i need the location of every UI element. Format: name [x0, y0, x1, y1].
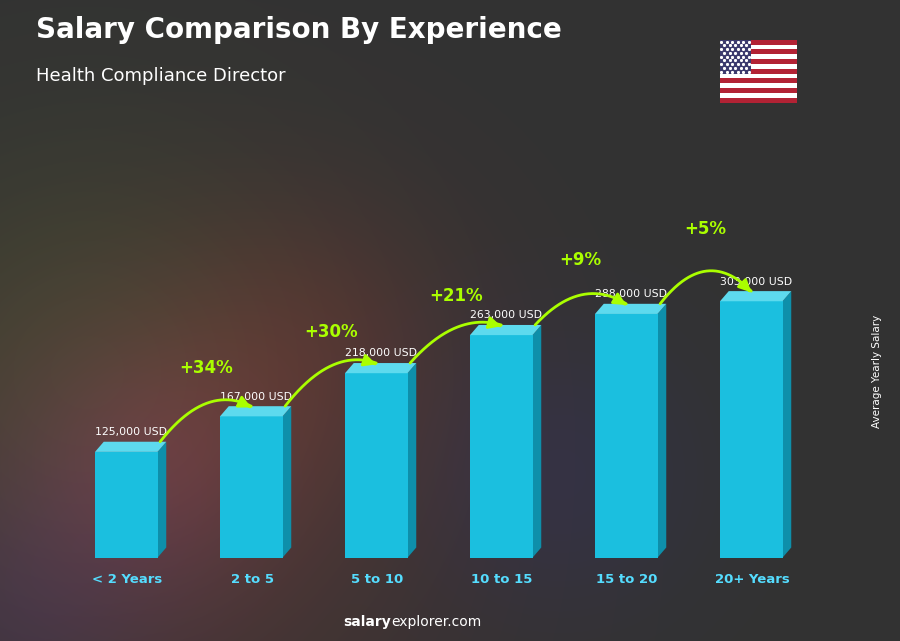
Text: Average Yearly Salary: Average Yearly Salary [872, 315, 882, 428]
Polygon shape [595, 304, 666, 314]
Text: +21%: +21% [429, 287, 482, 305]
Bar [720, 45, 796, 49]
Text: +34%: +34% [179, 359, 232, 377]
Text: 10 to 15: 10 to 15 [472, 573, 533, 586]
Text: 5 to 10: 5 to 10 [351, 573, 403, 586]
Polygon shape [158, 442, 166, 558]
Text: salary: salary [344, 615, 392, 629]
Text: 20+ Years: 20+ Years [715, 573, 789, 586]
Text: 303,000 USD: 303,000 USD [720, 276, 792, 287]
Text: < 2 Years: < 2 Years [92, 573, 162, 586]
Polygon shape [658, 304, 666, 558]
Bar [720, 93, 796, 97]
Text: Salary Comparison By Experience: Salary Comparison By Experience [36, 16, 562, 44]
Polygon shape [95, 442, 166, 452]
Bar [720, 301, 782, 558]
Polygon shape [782, 291, 791, 558]
Polygon shape [283, 406, 292, 558]
Polygon shape [470, 325, 541, 335]
Polygon shape [345, 363, 416, 373]
Bar [220, 417, 283, 558]
Polygon shape [533, 325, 541, 558]
Bar [720, 59, 796, 64]
Bar [595, 314, 658, 558]
Bar [720, 69, 796, 74]
Text: 218,000 USD: 218,000 USD [345, 349, 417, 358]
Bar [720, 83, 796, 88]
Text: 15 to 20: 15 to 20 [597, 573, 658, 586]
Text: explorer.com: explorer.com [392, 615, 482, 629]
Bar [720, 88, 796, 93]
Bar [720, 54, 796, 59]
Text: Health Compliance Director: Health Compliance Director [36, 67, 285, 85]
Text: 2 to 5: 2 to 5 [230, 573, 274, 586]
Bar [720, 78, 796, 83]
Text: +9%: +9% [560, 251, 602, 269]
Bar [345, 373, 408, 558]
Text: 288,000 USD: 288,000 USD [595, 289, 667, 299]
Text: 125,000 USD: 125,000 USD [95, 427, 167, 437]
Bar [720, 49, 796, 54]
Bar [95, 452, 158, 558]
Bar [720, 74, 796, 78]
Bar [470, 335, 533, 558]
Text: +5%: +5% [685, 221, 726, 238]
Bar [720, 40, 796, 45]
Text: +30%: +30% [304, 323, 357, 341]
Bar [720, 64, 796, 69]
Polygon shape [720, 291, 791, 301]
Bar [720, 97, 796, 103]
Polygon shape [408, 363, 416, 558]
Bar [720, 40, 751, 74]
Polygon shape [220, 406, 292, 417]
Text: 167,000 USD: 167,000 USD [220, 392, 292, 401]
Text: 263,000 USD: 263,000 USD [470, 310, 542, 320]
